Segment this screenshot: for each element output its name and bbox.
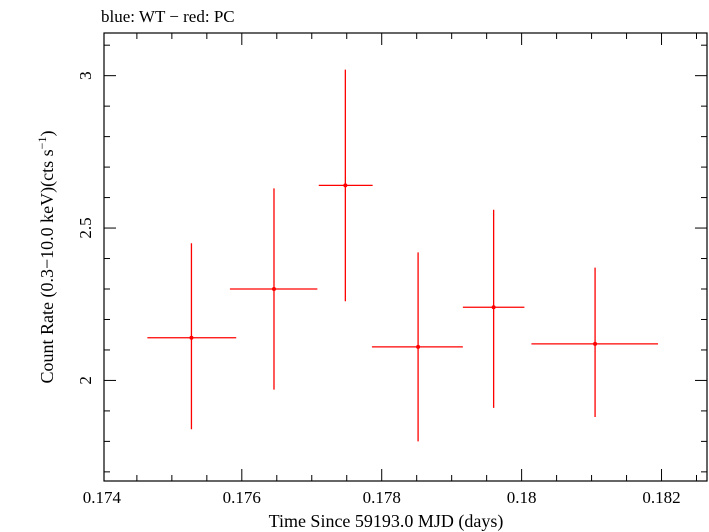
x-tick-label: 0.174 bbox=[83, 488, 122, 507]
data-point bbox=[416, 344, 421, 349]
x-tick-label: 0.182 bbox=[642, 488, 680, 507]
y-axis-label-superscript: −1 bbox=[35, 137, 49, 150]
x-tick-label: 0.176 bbox=[223, 488, 261, 507]
x-tick-label: 0.178 bbox=[363, 488, 401, 507]
chart-title: blue: WT − red: PC bbox=[101, 7, 235, 26]
data-point bbox=[343, 183, 348, 188]
y-axis-label-main: Count Rate (0.3−10.0 keV)(cts s bbox=[37, 149, 58, 383]
data-series-pc bbox=[147, 69, 659, 442]
y-tick-label: 3 bbox=[76, 71, 95, 80]
data-point bbox=[189, 335, 194, 340]
x-axis-label: Time Since 59193.0 MJD (days) bbox=[269, 511, 504, 532]
y-axis-label-tail: ) bbox=[37, 131, 58, 137]
plot-frame bbox=[103, 32, 708, 482]
data-point bbox=[271, 287, 276, 291]
x-tick-label: 0.18 bbox=[507, 488, 537, 507]
data-point bbox=[593, 341, 598, 346]
x-axis: 0.174 0.176 0.178 0.18 0.182 bbox=[83, 33, 698, 507]
y-tick-label: 2.5 bbox=[76, 217, 95, 238]
data-point bbox=[491, 305, 496, 310]
y-axis: 22.53 bbox=[76, 44, 707, 473]
y-tick-label: 2 bbox=[76, 376, 95, 385]
y-axis-label: Count Rate (0.3−10.0 keV)(cts s−1) bbox=[35, 131, 58, 384]
